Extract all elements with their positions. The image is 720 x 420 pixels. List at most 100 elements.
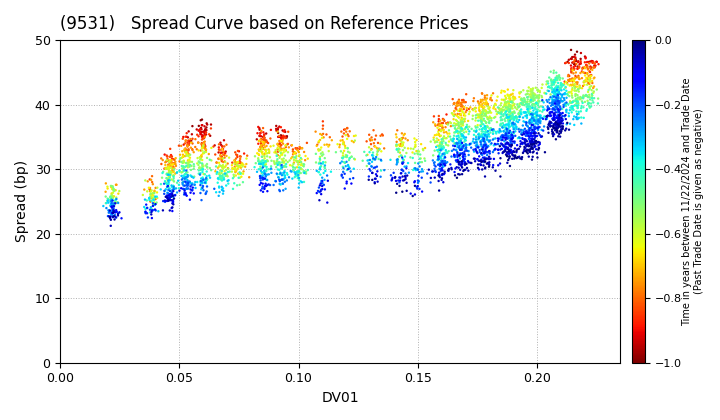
Point xyxy=(228,171,240,178)
Point xyxy=(183,138,194,144)
Point xyxy=(480,142,492,149)
Point xyxy=(536,108,548,115)
Point xyxy=(182,180,194,186)
Point xyxy=(213,183,225,190)
Point xyxy=(210,151,221,158)
Point xyxy=(555,84,567,91)
Point xyxy=(409,144,420,150)
Point xyxy=(215,172,226,179)
Point xyxy=(570,57,582,64)
Point xyxy=(528,148,539,155)
Point xyxy=(433,129,444,135)
Point xyxy=(104,214,116,220)
Point xyxy=(438,151,450,158)
Point xyxy=(585,64,596,71)
Point xyxy=(474,117,486,124)
Point xyxy=(222,168,234,175)
Point xyxy=(169,192,181,199)
Point xyxy=(275,145,287,152)
Point xyxy=(164,174,176,181)
Point xyxy=(521,100,532,107)
Point xyxy=(102,183,113,190)
Point xyxy=(523,93,534,100)
Point xyxy=(514,100,526,107)
Point xyxy=(108,203,120,210)
Point xyxy=(258,134,270,141)
Point xyxy=(200,162,212,169)
Point xyxy=(313,184,325,191)
Point xyxy=(106,190,117,197)
Point xyxy=(282,149,294,155)
Point xyxy=(552,124,564,131)
Point xyxy=(170,161,181,168)
Point xyxy=(525,149,536,155)
Point xyxy=(150,201,161,207)
Point xyxy=(472,156,483,163)
Point xyxy=(402,160,414,166)
Point xyxy=(200,176,212,182)
Point xyxy=(549,106,560,113)
Point xyxy=(530,120,541,127)
Point xyxy=(563,60,575,66)
Point xyxy=(162,181,174,187)
Point xyxy=(371,163,382,170)
Point xyxy=(572,98,584,105)
Point xyxy=(185,186,197,193)
Point xyxy=(480,120,492,126)
Point xyxy=(501,134,513,141)
Point xyxy=(479,101,490,108)
Point xyxy=(477,125,489,131)
Point xyxy=(198,128,210,135)
Point xyxy=(528,92,539,98)
Point xyxy=(219,154,230,161)
Point xyxy=(199,131,210,137)
Point xyxy=(276,139,288,145)
Point xyxy=(147,200,158,207)
Point xyxy=(512,135,523,142)
Point xyxy=(546,98,558,105)
Point xyxy=(536,97,548,104)
Point xyxy=(487,162,499,168)
Point xyxy=(527,138,539,145)
Point xyxy=(192,178,203,185)
Point xyxy=(500,99,512,106)
Point xyxy=(429,138,441,145)
Point xyxy=(523,84,534,91)
Point xyxy=(542,104,554,111)
Point xyxy=(542,78,554,85)
Point xyxy=(482,160,494,166)
Point xyxy=(288,167,300,174)
Point xyxy=(457,153,469,160)
Point xyxy=(432,142,444,149)
Point xyxy=(197,157,208,163)
Point xyxy=(528,122,539,129)
Point xyxy=(197,143,208,150)
Point xyxy=(546,94,558,101)
Point xyxy=(199,141,210,148)
Point xyxy=(289,169,300,176)
Point xyxy=(477,136,489,143)
Point xyxy=(254,181,266,188)
Point xyxy=(452,140,464,147)
Point xyxy=(196,186,207,193)
Point xyxy=(509,94,521,101)
Point xyxy=(554,128,566,135)
Point xyxy=(570,51,581,58)
Point xyxy=(479,118,490,124)
Point xyxy=(588,95,600,102)
Point xyxy=(560,84,572,90)
Point xyxy=(348,133,360,139)
Point xyxy=(542,80,554,87)
Point xyxy=(564,93,575,100)
Point xyxy=(146,191,158,198)
Point xyxy=(367,156,379,163)
Point xyxy=(459,156,471,163)
Point xyxy=(503,123,514,129)
Point xyxy=(584,81,595,87)
Point xyxy=(505,147,517,153)
Point xyxy=(429,139,441,146)
Point xyxy=(460,134,472,141)
Point xyxy=(486,117,498,124)
Point xyxy=(272,152,284,159)
Point xyxy=(298,161,310,168)
